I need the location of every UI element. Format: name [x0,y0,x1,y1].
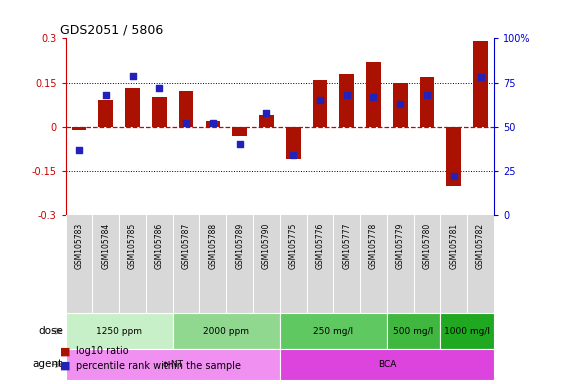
Text: GSM105790: GSM105790 [262,223,271,270]
Text: GSM105779: GSM105779 [396,223,405,270]
Bar [206,121,220,127]
Bar [152,97,167,127]
Text: GSM105786: GSM105786 [155,223,164,269]
Text: 1000 mg/l: 1000 mg/l [444,326,490,336]
Point [423,92,432,98]
Text: GSM105789: GSM105789 [235,223,244,269]
Text: GSM105787: GSM105787 [182,223,191,269]
Text: GSM105775: GSM105775 [289,223,297,270]
Point [74,147,83,153]
Bar [179,91,194,127]
Text: ■: ■ [60,361,70,371]
Text: ■: ■ [60,346,70,356]
Text: o-NT: o-NT [162,360,183,369]
Point [128,73,137,79]
Text: GSM105785: GSM105785 [128,223,137,269]
Text: GSM105781: GSM105781 [449,223,459,269]
Point [208,120,218,126]
Text: BCA: BCA [377,360,396,369]
Text: GSM105783: GSM105783 [75,223,83,269]
Bar [366,62,381,127]
Point [235,141,244,147]
Text: 500 mg/l: 500 mg/l [393,326,434,336]
Point [396,101,405,107]
Text: 2000 ppm: 2000 ppm [203,326,250,336]
Text: GDS2051 / 5806: GDS2051 / 5806 [60,23,163,36]
Point [262,109,271,116]
Bar [420,77,435,127]
Bar [286,127,300,159]
Bar [66,349,280,380]
Bar [72,127,86,130]
Bar [66,313,173,349]
Bar [98,100,113,127]
Text: 1250 ppm: 1250 ppm [96,326,142,336]
Point [342,92,351,98]
Text: GSM105788: GSM105788 [208,223,218,269]
Bar [125,88,140,127]
Text: 250 mg/l: 250 mg/l [313,326,353,336]
Bar [339,74,354,127]
Bar [280,313,387,349]
Text: agent: agent [33,359,63,369]
Text: GSM105776: GSM105776 [315,223,324,270]
Point [155,85,164,91]
Bar [280,349,494,380]
Text: GSM105782: GSM105782 [476,223,485,269]
Text: GSM105784: GSM105784 [101,223,110,269]
Point [101,92,110,98]
Bar [173,313,280,349]
Point [288,152,297,158]
Bar [447,127,461,186]
Bar [393,83,408,127]
Text: GSM105778: GSM105778 [369,223,378,269]
Bar [473,41,488,127]
Text: GSM105777: GSM105777 [342,223,351,270]
Text: log10 ratio: log10 ratio [76,346,128,356]
Bar [259,115,274,127]
Text: GSM105780: GSM105780 [423,223,432,269]
Bar [312,79,327,127]
Bar [232,127,247,136]
Point [476,74,485,80]
Point [449,173,459,179]
Bar [440,313,494,349]
Text: dose: dose [38,326,63,336]
Point [315,97,324,103]
Text: percentile rank within the sample: percentile rank within the sample [76,361,241,371]
Bar [387,313,440,349]
Point [182,120,191,126]
Point [369,94,378,100]
